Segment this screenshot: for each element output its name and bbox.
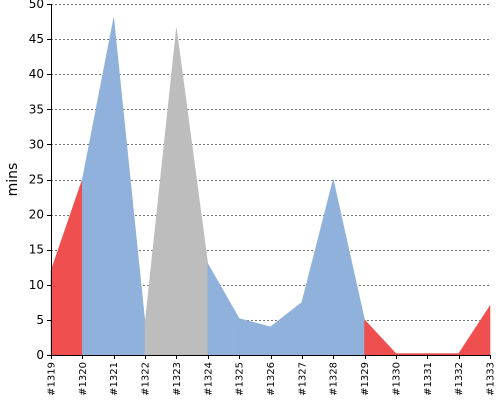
area-segment-1324-1325 — [207, 262, 240, 356]
y-tick-label-10: 10 — [29, 278, 44, 292]
area-segment-1328-1329 — [332, 179, 365, 356]
y-tick-label-45: 45 — [29, 32, 44, 46]
x-tick-label-1329: #1329 — [360, 362, 371, 396]
area-segment-1327-1328 — [301, 179, 334, 356]
y-tick-label-25: 25 — [29, 173, 44, 187]
x-tick-label-1321: #1321 — [109, 362, 120, 396]
x-tick-label-1325: #1325 — [235, 362, 246, 396]
area-segment-1330-1331 — [395, 353, 428, 356]
area-segment-1331-1332 — [426, 353, 459, 356]
y-tick-labels: 0 5 10 15 20 25 30 35 40 45 50 — [29, 0, 44, 362]
x-tick-label-1328: #1328 — [329, 362, 340, 396]
area-segment-1329-1330 — [364, 319, 397, 356]
x-tick-label-1333: #1333 — [486, 362, 497, 396]
axes — [47, 4, 491, 359]
y-tick-label-30: 30 — [29, 137, 44, 151]
x-tick-label-1324: #1324 — [203, 362, 214, 396]
y-tick-label-20: 20 — [29, 208, 44, 222]
x-tick-label-1326: #1326 — [266, 362, 277, 396]
area-segment-1323-1324 — [176, 28, 209, 356]
area-segment-1321-1322 — [113, 18, 146, 356]
y-tick-label-50: 50 — [29, 0, 44, 11]
y-tick-label-40: 40 — [29, 67, 44, 81]
area-segment-1326-1327 — [270, 301, 303, 356]
y-tick-label-0: 0 — [36, 348, 44, 362]
x-tick-label-1323: #1323 — [172, 362, 183, 396]
y-tick-label-5: 5 — [36, 313, 44, 327]
x-tick-label-1331: #1331 — [423, 362, 434, 396]
x-tick-label-1320: #1320 — [78, 362, 89, 396]
area-segment-1319-1320 — [50, 179, 83, 356]
area-segment-1320-1321 — [82, 17, 115, 356]
y-tick-label-15: 15 — [29, 243, 44, 257]
area-segment-1332-1333 — [458, 304, 491, 356]
y-tick-label-35: 35 — [29, 102, 44, 116]
area-series — [50, 17, 491, 356]
x-tick-label-1332: #1332 — [454, 362, 465, 396]
x-tick-label-1319: #1319 — [47, 362, 58, 396]
x-tick-label-1327: #1327 — [297, 362, 308, 396]
area-segment-1322-1323 — [144, 28, 177, 356]
x-tick-labels: #1319 #1320 #1321 #1322 #1323 #1324 #1325 #1326… — [47, 362, 497, 396]
x-tick-label-1322: #1322 — [141, 362, 152, 396]
area-segment-1325-1326 — [238, 318, 271, 356]
y-axis-label: mins — [5, 163, 21, 197]
x-tick-label-1330: #1330 — [391, 362, 402, 396]
